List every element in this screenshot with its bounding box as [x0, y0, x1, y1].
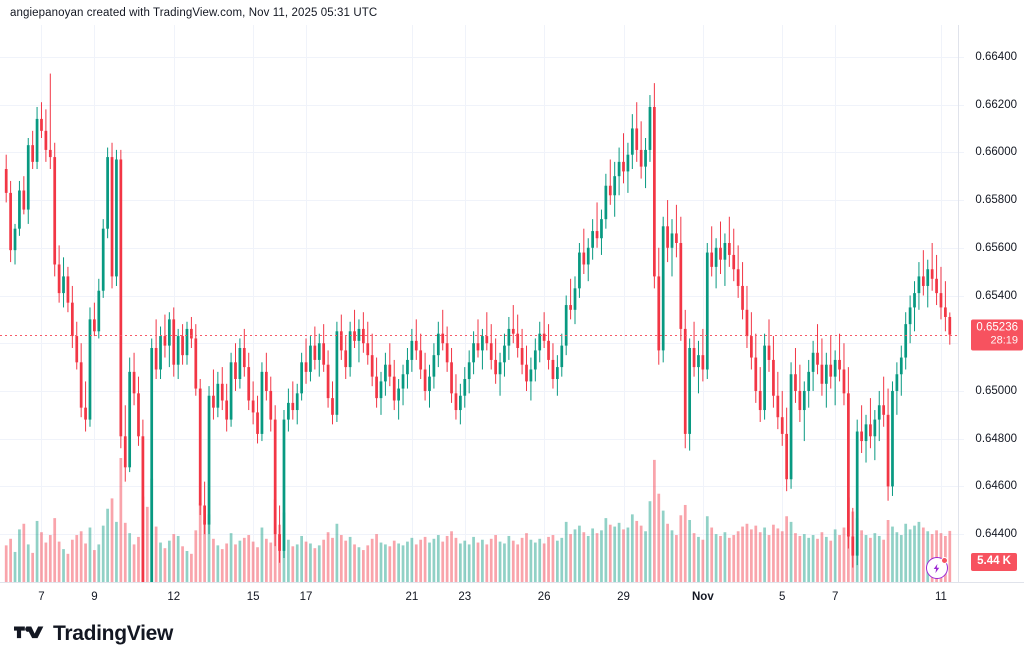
tradingview-mark-icon — [14, 626, 44, 639]
last-price-badge[interactable]: 0.65236 28:19 — [971, 319, 1023, 351]
price-axis-tick — [959, 56, 964, 58]
lightning-bolt-icon[interactable] — [925, 557, 948, 579]
time-axis-label: 26 — [537, 591, 551, 603]
price-axis-label: 0.65000 — [975, 384, 1017, 397]
price-axis-label: 0.64800 — [975, 432, 1017, 445]
time-axis-label: 15 — [246, 591, 260, 603]
price-axis-tick — [959, 152, 964, 154]
bolt-glyph — [933, 563, 940, 573]
time-axis-label: 7 — [831, 591, 839, 603]
price-axis-tick — [959, 200, 964, 202]
time-axis-label: 17 — [299, 591, 313, 603]
chart-plot-area[interactable] — [0, 25, 958, 582]
price-axis-label: 0.64600 — [975, 480, 1017, 493]
time-axis-label: 7 — [38, 591, 45, 603]
price-axis-tick — [959, 390, 964, 392]
bolt-notification-dot — [940, 557, 948, 564]
price-axis-label: 0.66000 — [975, 146, 1017, 159]
tradingview-wordmark: TradingView — [53, 622, 174, 645]
price-axis-tick — [959, 438, 964, 440]
price-axis-label: 0.66200 — [975, 98, 1017, 111]
price-axis-label: 0.65600 — [975, 241, 1017, 254]
price-axis-tick — [959, 534, 964, 536]
price-axis-label: 0.65400 — [975, 289, 1017, 302]
time-axis[interactable]: 7 9 12 15 17 21 23 26 29 Nov 5 7 11 — [0, 582, 1024, 613]
volume-badge[interactable]: 5.44 K — [971, 553, 1017, 571]
time-axis-label: 21 — [405, 591, 419, 603]
time-axis-label: 12 — [167, 591, 181, 603]
price-axis[interactable]: 0.66400 0.66200 0.66000 0.65800 0.65600 0.654… — [958, 25, 1024, 582]
time-axis-label: 11 — [934, 591, 947, 603]
time-axis-label: Nov — [691, 591, 714, 603]
time-axis-label: 5 — [779, 591, 786, 603]
price-axis-label: 0.64400 — [975, 528, 1017, 541]
price-axis-tick — [959, 486, 964, 488]
time-axis-label: 29 — [617, 591, 630, 603]
tradingview-logo: TradingView — [14, 622, 173, 646]
time-axis-label: 9 — [91, 591, 98, 603]
candlestick-svg — [0, 25, 958, 582]
time-axis-label: 23 — [458, 591, 472, 603]
price-axis-tick — [959, 247, 964, 249]
price-axis-tick — [959, 104, 964, 106]
price-axis-label: 0.65800 — [975, 194, 1017, 207]
bar-countdown: 28:19 — [990, 334, 1018, 347]
last-price-value: 0.65236 — [976, 321, 1018, 334]
price-axis-label: 0.66400 — [975, 50, 1017, 63]
price-axis-tick — [959, 295, 964, 297]
attribution-text: angiepanoyan created with TradingView.co… — [10, 7, 378, 19]
